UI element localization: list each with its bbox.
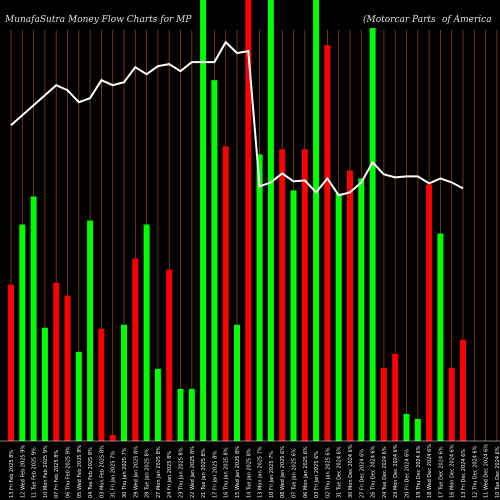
bar-down — [347, 170, 353, 442]
x-tick-label: 03 Mon Feb 2025 8% — [99, 445, 105, 498]
x-tick-label: 07 Fri Feb 2025 8% — [54, 450, 60, 498]
bar-down — [98, 328, 105, 441]
bar-up — [313, 0, 320, 441]
x-tick-label: 31 Tue Dec 2024 6% — [337, 446, 343, 498]
x-tick-label: 12 Thu Dec 2024 6% — [472, 445, 478, 498]
bar-down — [324, 45, 331, 442]
bar-down — [426, 184, 433, 441]
x-tick-label: 05 Wed Feb 2025 9% — [77, 445, 83, 498]
x-tick-label: 23 Mon Dec 2024 6% — [393, 444, 399, 498]
x-tick-label: 27 Mon Jan 2025 8% — [156, 446, 162, 498]
x-tick-label: 22 Wed Jan 2025 8% — [190, 446, 196, 498]
bar-down — [245, 0, 252, 441]
x-tick-label: 17 Fri Jan 2025 8% — [212, 451, 218, 498]
x-tick-label: 17 Tue Dec 2024 6% — [438, 446, 444, 498]
bar-up — [437, 233, 444, 441]
x-tick-label: 11 Wed Dec 2024 6% — [484, 444, 490, 498]
bar-down — [64, 295, 71, 441]
bar-up — [19, 224, 26, 441]
bar-up — [87, 220, 94, 441]
bar-down — [380, 367, 387, 441]
bar-down — [392, 353, 399, 441]
x-tick-label: 02 Thu Jan 2025 6% — [325, 447, 331, 498]
bar-up — [200, 0, 207, 441]
bar-up — [75, 351, 82, 441]
bar-up — [121, 324, 127, 441]
x-tick-label: 15 Wed Jan 2025 8% — [235, 446, 241, 498]
bar-up — [154, 368, 161, 441]
x-tick-label: 16 Mon Dec 2024 6% — [450, 444, 456, 498]
x-tick-label: 30 Mon Dec 2024 6% — [348, 444, 354, 498]
price-line — [10, 40, 464, 197]
x-tick-label: 31 Fri Jan 2025 7% — [111, 451, 117, 498]
chart-title: MunafaSutra Money Flow Charts for MP — [4, 15, 192, 25]
bar-up — [358, 178, 365, 441]
x-tick-label: 10 Mon Feb 2025 9% — [43, 445, 49, 498]
x-tick-label: 13 Mon Jan 2025 7% — [258, 446, 264, 498]
x-tick-label: 04 Tue Feb 2025 8% — [88, 447, 94, 498]
bar-up — [143, 224, 150, 441]
x-tick-label: 06 Thu Feb 2025 9% — [66, 446, 72, 498]
bar-down — [166, 269, 173, 441]
bar-down — [222, 146, 229, 441]
bar-up — [369, 28, 376, 442]
bar-up — [290, 190, 297, 441]
x-tick-label: 28 Tue Jan 2025 8% — [145, 448, 151, 498]
bar-up — [403, 413, 410, 441]
x-tick-label: 19 Thu Dec 2024 6% — [416, 445, 422, 498]
x-tick-label: 20 Fri Dec 2024 6% — [405, 449, 411, 498]
chart-subtitle-left: (Motorcar Parts — [363, 14, 436, 25]
chart-subtitle-right: of America — [442, 15, 492, 25]
bar-up — [188, 388, 195, 441]
bar-down — [132, 258, 139, 441]
x-tick-label: 30 Thu Jan 2025 7% — [122, 447, 128, 498]
bar-down — [8, 284, 14, 441]
x-tick-label: 24 Fri Jan 2025 8% — [167, 451, 173, 498]
x-tick-label: 24 Tue Dec 2024 6% — [382, 446, 388, 498]
x-tick-label: 11 Tue Feb 2025 9% — [32, 447, 38, 498]
bar-up — [256, 154, 263, 441]
bar-down — [448, 367, 455, 441]
bar-down — [53, 282, 60, 441]
x-tick-label: 10 Fri Jan 2025 7% — [269, 451, 275, 498]
x-tick-label: 23 Thu Jan 2025 8% — [179, 447, 185, 498]
x-tick-label: 06 Mon Jan 2025 6% — [303, 446, 309, 498]
bar-series — [8, 0, 466, 442]
bar-up — [414, 418, 421, 441]
bar-down — [301, 149, 308, 442]
x-tick-label: 13 Fri Feb 2025 8% — [9, 450, 15, 498]
bar-up — [234, 324, 240, 441]
x-tick-label: 10 Tue Dec 2024 6% — [495, 446, 500, 498]
bar-down — [279, 149, 286, 442]
x-tick-label: 03 Fri Jan 2025 6% — [314, 451, 320, 498]
x-tick-label: 16 Thu Jan 2025 8% — [224, 447, 230, 498]
bar-up — [41, 327, 48, 441]
x-tick-label: 13 Fri Dec 2024 6% — [461, 449, 467, 498]
bar-up — [30, 196, 37, 441]
x-tick-label: 27 Fri Dec 2024 6% — [359, 449, 365, 498]
x-tick-label: 29 Wed Jan 2025 8% — [133, 446, 139, 498]
grid-lines — [10, 30, 498, 441]
x-tick-label: 14 Tue Jan 2025 8% — [246, 448, 252, 498]
x-tick-label: 07 Tue Jan 2025 6% — [292, 448, 298, 498]
bar-up — [211, 80, 218, 441]
x-tick-label: 21 Tue Jan 2025 8% — [201, 448, 207, 498]
x-tick-labels: 13 Fri Feb 2025 8% 12 Wed Feb 2025 9% 11 T… — [9, 444, 500, 498]
bar-up — [177, 388, 184, 441]
x-tick-label: 18 Wed Dec 2024 6% — [427, 444, 433, 498]
bar-up — [267, 0, 274, 441]
x-tick-label: 26 Thu Dec 2024 6% — [371, 445, 377, 498]
bar-up — [335, 193, 342, 441]
x-tick-label: 12 Wed Feb 2025 9% — [20, 445, 26, 498]
bar-down — [460, 339, 466, 441]
x-tick-label: 08 Wed Jan 2025 6% — [280, 446, 286, 498]
bar-down — [109, 434, 116, 441]
